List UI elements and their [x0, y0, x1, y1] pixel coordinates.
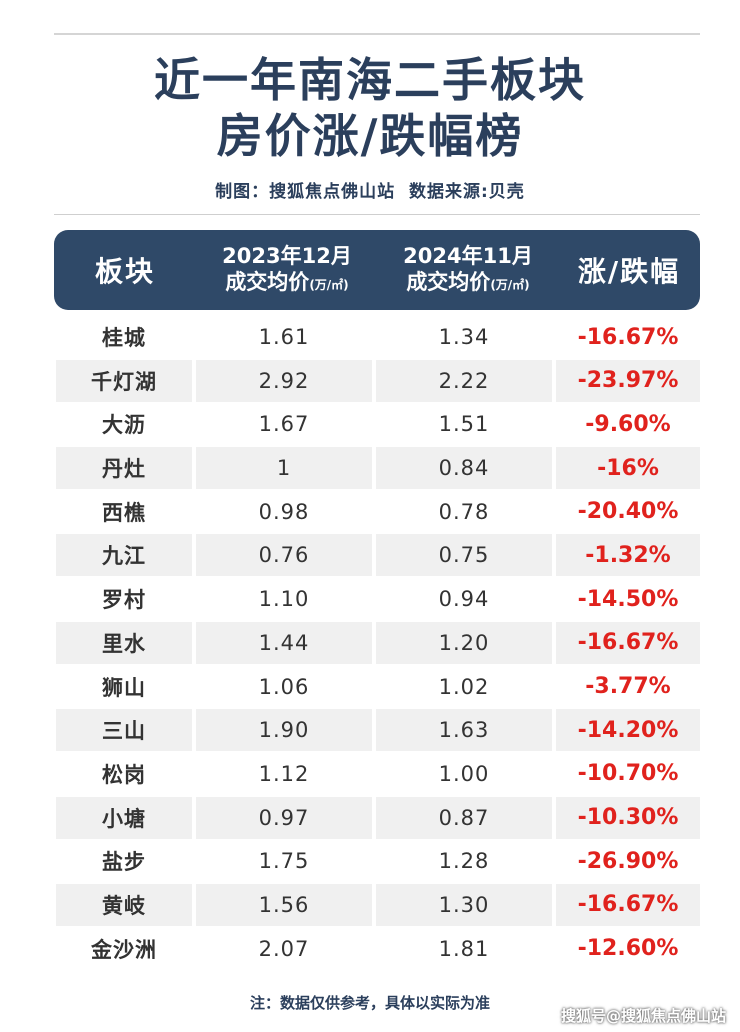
change-cell: -10.30% — [556, 796, 700, 839]
price-2023-cell: 1.61 — [258, 325, 310, 349]
block-name-cell: 里水 — [56, 621, 192, 664]
price-2023-cell: 0.98 — [258, 499, 310, 524]
page-title-line1: 近一年南海二手板块 — [154, 53, 586, 107]
table-row: 大沥 1.67 1.51 -9.60% — [56, 403, 700, 445]
header-price-2024-unit: (万/㎡) — [490, 277, 530, 292]
change-cell: -12.60% — [577, 936, 679, 962]
change-cell: -10.70% — [577, 761, 679, 787]
table-body: 桂城 1.61 1.34 -16.67% 千灯湖 2.92 2.22 -23.97% 大沥 1.6… — [56, 316, 700, 971]
table-row: 桂城 1.61 1.34 -16.67% — [56, 316, 700, 358]
page-title-line2: 房价涨/跌幅榜 — [216, 109, 524, 163]
table-row: 千灯湖 2.92 2.22 -23.97% — [56, 359, 700, 402]
change-cell: -16.67% — [556, 621, 700, 664]
price-2024-cell: 1.34 — [438, 325, 490, 349]
change-cell: -14.50% — [577, 586, 679, 612]
header-change-label: 涨/跌幅 — [577, 255, 681, 288]
price-2024-cell: 1.81 — [438, 936, 490, 961]
change-cell: -9.60% — [585, 411, 671, 437]
table-row: 罗村 1.10 0.94 -14.50% — [56, 578, 700, 620]
change-cell: -26.90% — [577, 848, 679, 874]
price-2023-cell: 1.75 — [258, 849, 310, 874]
header-change: 涨/跌幅 — [558, 230, 700, 310]
price-2023-cell: 1.67 — [258, 412, 310, 437]
block-name-cell: 大沥 — [102, 413, 146, 438]
table-row: 里水 1.44 1.20 -16.67% — [56, 621, 700, 664]
credits-line: 制图：搜狐焦点佛山站 数据来源:贝壳 — [215, 182, 525, 202]
price-2023-cell: 1.56 — [196, 883, 372, 926]
block-name-cell: 罗村 — [102, 588, 146, 613]
block-name-cell: 金沙洲 — [91, 937, 157, 962]
source-watermark: 搜狐号@搜狐焦点佛山站 — [560, 1007, 726, 1025]
price-2023-cell: 1.44 — [196, 621, 372, 664]
price-2024-cell: 1.28 — [438, 849, 490, 874]
table-row: 九江 0.76 0.75 -1.32% — [56, 534, 700, 577]
price-2023-cell: 1.90 — [196, 709, 372, 752]
block-name-cell: 盐步 — [102, 850, 146, 875]
price-2024-cell: 1.20 — [376, 621, 552, 664]
block-name-cell: 三山 — [56, 709, 192, 752]
block-name-cell: 丹灶 — [56, 447, 192, 490]
header-price-2024: 2024年11月 成交均价(万/㎡) — [378, 230, 558, 310]
table-row: 三山 1.90 1.63 -14.20% — [56, 709, 700, 752]
header-price-2023-unit: (万/㎡) — [309, 277, 349, 292]
change-cell: -1.32% — [556, 534, 700, 577]
price-2023-cell: 0.76 — [196, 534, 372, 577]
table-row: 黄岐 1.56 1.30 -16.67% — [56, 883, 700, 926]
price-2023-cell: 2.07 — [258, 936, 310, 961]
change-cell: -20.40% — [577, 499, 679, 525]
price-2023-cell: 1.06 — [258, 674, 310, 699]
top-divider — [54, 33, 700, 35]
price-2024-cell: 1.00 — [438, 761, 490, 786]
block-name-cell: 黄岐 — [56, 883, 192, 926]
table-row: 狮山 1.06 1.02 -3.77% — [56, 666, 700, 708]
block-name-cell: 九江 — [56, 534, 192, 577]
price-2024-cell: 1.30 — [376, 883, 552, 926]
footnote: 注：数据仅供参考，具体以实际为准 — [249, 994, 490, 1012]
table-header: 板块 2023年12月 成交均价(万/㎡) 2024年11月 成交均价(万/㎡)… — [54, 230, 700, 310]
change-cell: -16.67% — [556, 883, 700, 926]
table-row: 丹灶 1 0.84 -16% — [56, 447, 700, 490]
header-price-2024-date: 2024年11月 — [403, 243, 533, 268]
header-price-2023-label: 成交均价(万/㎡) — [225, 269, 349, 294]
header-block-label: 板块 — [94, 255, 155, 288]
table-row: 小塘 0.97 0.87 -10.30% — [56, 796, 700, 839]
price-2024-cell: 0.75 — [376, 534, 552, 577]
credits-divider — [54, 214, 700, 215]
block-name-cell: 千灯湖 — [56, 359, 192, 402]
block-name-cell: 狮山 — [102, 675, 146, 700]
block-name-cell: 小塘 — [56, 796, 192, 839]
price-2023-cell: 0.97 — [196, 796, 372, 839]
header-price-2024-label: 成交均价(万/㎡) — [406, 269, 530, 294]
block-name-cell: 桂城 — [102, 326, 146, 350]
change-cell: -14.20% — [556, 709, 700, 752]
header-price-2023: 2023年12月 成交均价(万/㎡) — [196, 230, 378, 310]
price-2023-cell: 2.92 — [196, 359, 372, 402]
change-cell: -23.97% — [556, 359, 700, 402]
table-row: 松岗 1.12 1.00 -10.70% — [56, 753, 700, 795]
price-2024-cell: 0.94 — [438, 587, 490, 612]
table-row: 西樵 0.98 0.78 -20.40% — [56, 491, 700, 533]
table-row: 盐步 1.75 1.28 -26.90% — [56, 840, 700, 882]
price-2024-cell: 2.22 — [376, 359, 552, 402]
price-2024-cell: 0.87 — [376, 796, 552, 839]
price-2023-cell: 1.10 — [258, 587, 310, 612]
price-2024-cell: 0.84 — [376, 447, 552, 490]
header-price-2023-date: 2023年12月 — [222, 243, 352, 268]
price-2023-cell: 1 — [196, 447, 372, 490]
price-2024-cell: 0.78 — [438, 499, 490, 524]
price-2024-cell: 1.51 — [438, 412, 490, 437]
change-cell: -16.67% — [577, 324, 679, 350]
change-cell: -16% — [556, 447, 700, 490]
block-name-cell: 松岗 — [102, 762, 146, 787]
table-row: 金沙洲 2.07 1.81 -12.60% — [56, 928, 700, 970]
block-name-cell: 西樵 — [102, 500, 146, 525]
change-cell: -3.77% — [585, 674, 671, 699]
price-2023-cell: 1.12 — [258, 761, 310, 786]
header-block: 板块 — [54, 230, 196, 310]
price-2024-cell: 1.02 — [438, 674, 490, 699]
price-2024-cell: 1.63 — [376, 709, 552, 752]
